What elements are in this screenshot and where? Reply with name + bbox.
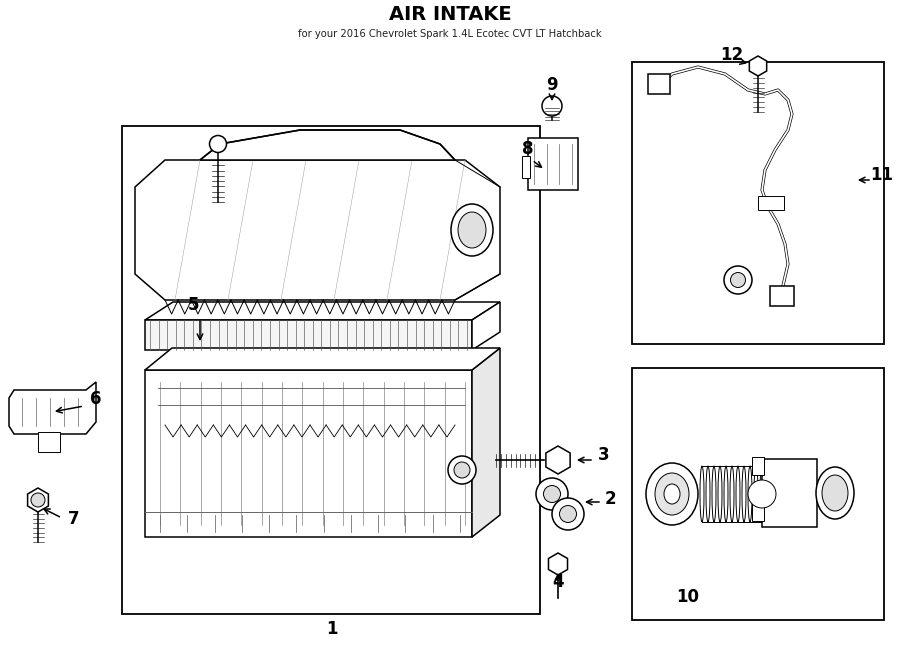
Bar <box>770 286 794 306</box>
Bar <box>38 432 60 452</box>
Text: 10: 10 <box>677 588 699 606</box>
Bar <box>758 196 784 210</box>
Bar <box>528 138 578 190</box>
Ellipse shape <box>664 484 680 504</box>
Polygon shape <box>750 56 767 76</box>
Polygon shape <box>28 488 49 512</box>
Text: 9: 9 <box>546 76 558 94</box>
Text: AIR INTAKE: AIR INTAKE <box>389 5 511 23</box>
Polygon shape <box>135 160 500 300</box>
Polygon shape <box>145 370 472 537</box>
Bar <box>122 126 540 614</box>
Circle shape <box>210 136 227 152</box>
Bar <box>145 320 472 350</box>
Polygon shape <box>472 348 500 537</box>
Circle shape <box>454 462 470 478</box>
Text: 11: 11 <box>870 166 894 184</box>
Bar <box>632 62 884 344</box>
Bar <box>762 459 817 527</box>
Ellipse shape <box>822 475 848 511</box>
Circle shape <box>724 266 752 294</box>
Ellipse shape <box>458 212 486 248</box>
Text: 8: 8 <box>522 140 534 158</box>
Text: for your 2016 Chevrolet Spark 1.4L Ecotec CVT LT Hatchback: for your 2016 Chevrolet Spark 1.4L Ecote… <box>298 29 602 39</box>
Polygon shape <box>145 302 500 320</box>
Ellipse shape <box>655 473 689 515</box>
Polygon shape <box>548 553 568 575</box>
Polygon shape <box>546 446 570 474</box>
Circle shape <box>31 493 45 507</box>
Bar <box>752 457 764 475</box>
Text: 12: 12 <box>720 46 743 64</box>
Text: 5: 5 <box>188 296 200 314</box>
Bar <box>522 156 530 178</box>
Ellipse shape <box>646 463 698 525</box>
Polygon shape <box>472 302 500 350</box>
Circle shape <box>552 498 584 530</box>
Circle shape <box>731 273 745 287</box>
Polygon shape <box>200 130 455 160</box>
Circle shape <box>544 485 561 502</box>
Text: 4: 4 <box>553 573 563 591</box>
Circle shape <box>448 456 476 484</box>
Bar <box>632 368 884 620</box>
Text: 1: 1 <box>326 620 338 638</box>
Polygon shape <box>9 382 96 434</box>
Bar <box>752 503 764 521</box>
Text: 2: 2 <box>605 490 617 508</box>
Text: 7: 7 <box>68 510 79 528</box>
Circle shape <box>536 478 568 510</box>
Ellipse shape <box>451 204 493 256</box>
Circle shape <box>542 96 562 116</box>
Circle shape <box>560 506 577 522</box>
Ellipse shape <box>816 467 854 519</box>
Circle shape <box>748 480 776 508</box>
Text: 3: 3 <box>598 446 609 464</box>
Polygon shape <box>648 74 670 94</box>
Text: 6: 6 <box>90 390 102 408</box>
Polygon shape <box>145 348 500 370</box>
